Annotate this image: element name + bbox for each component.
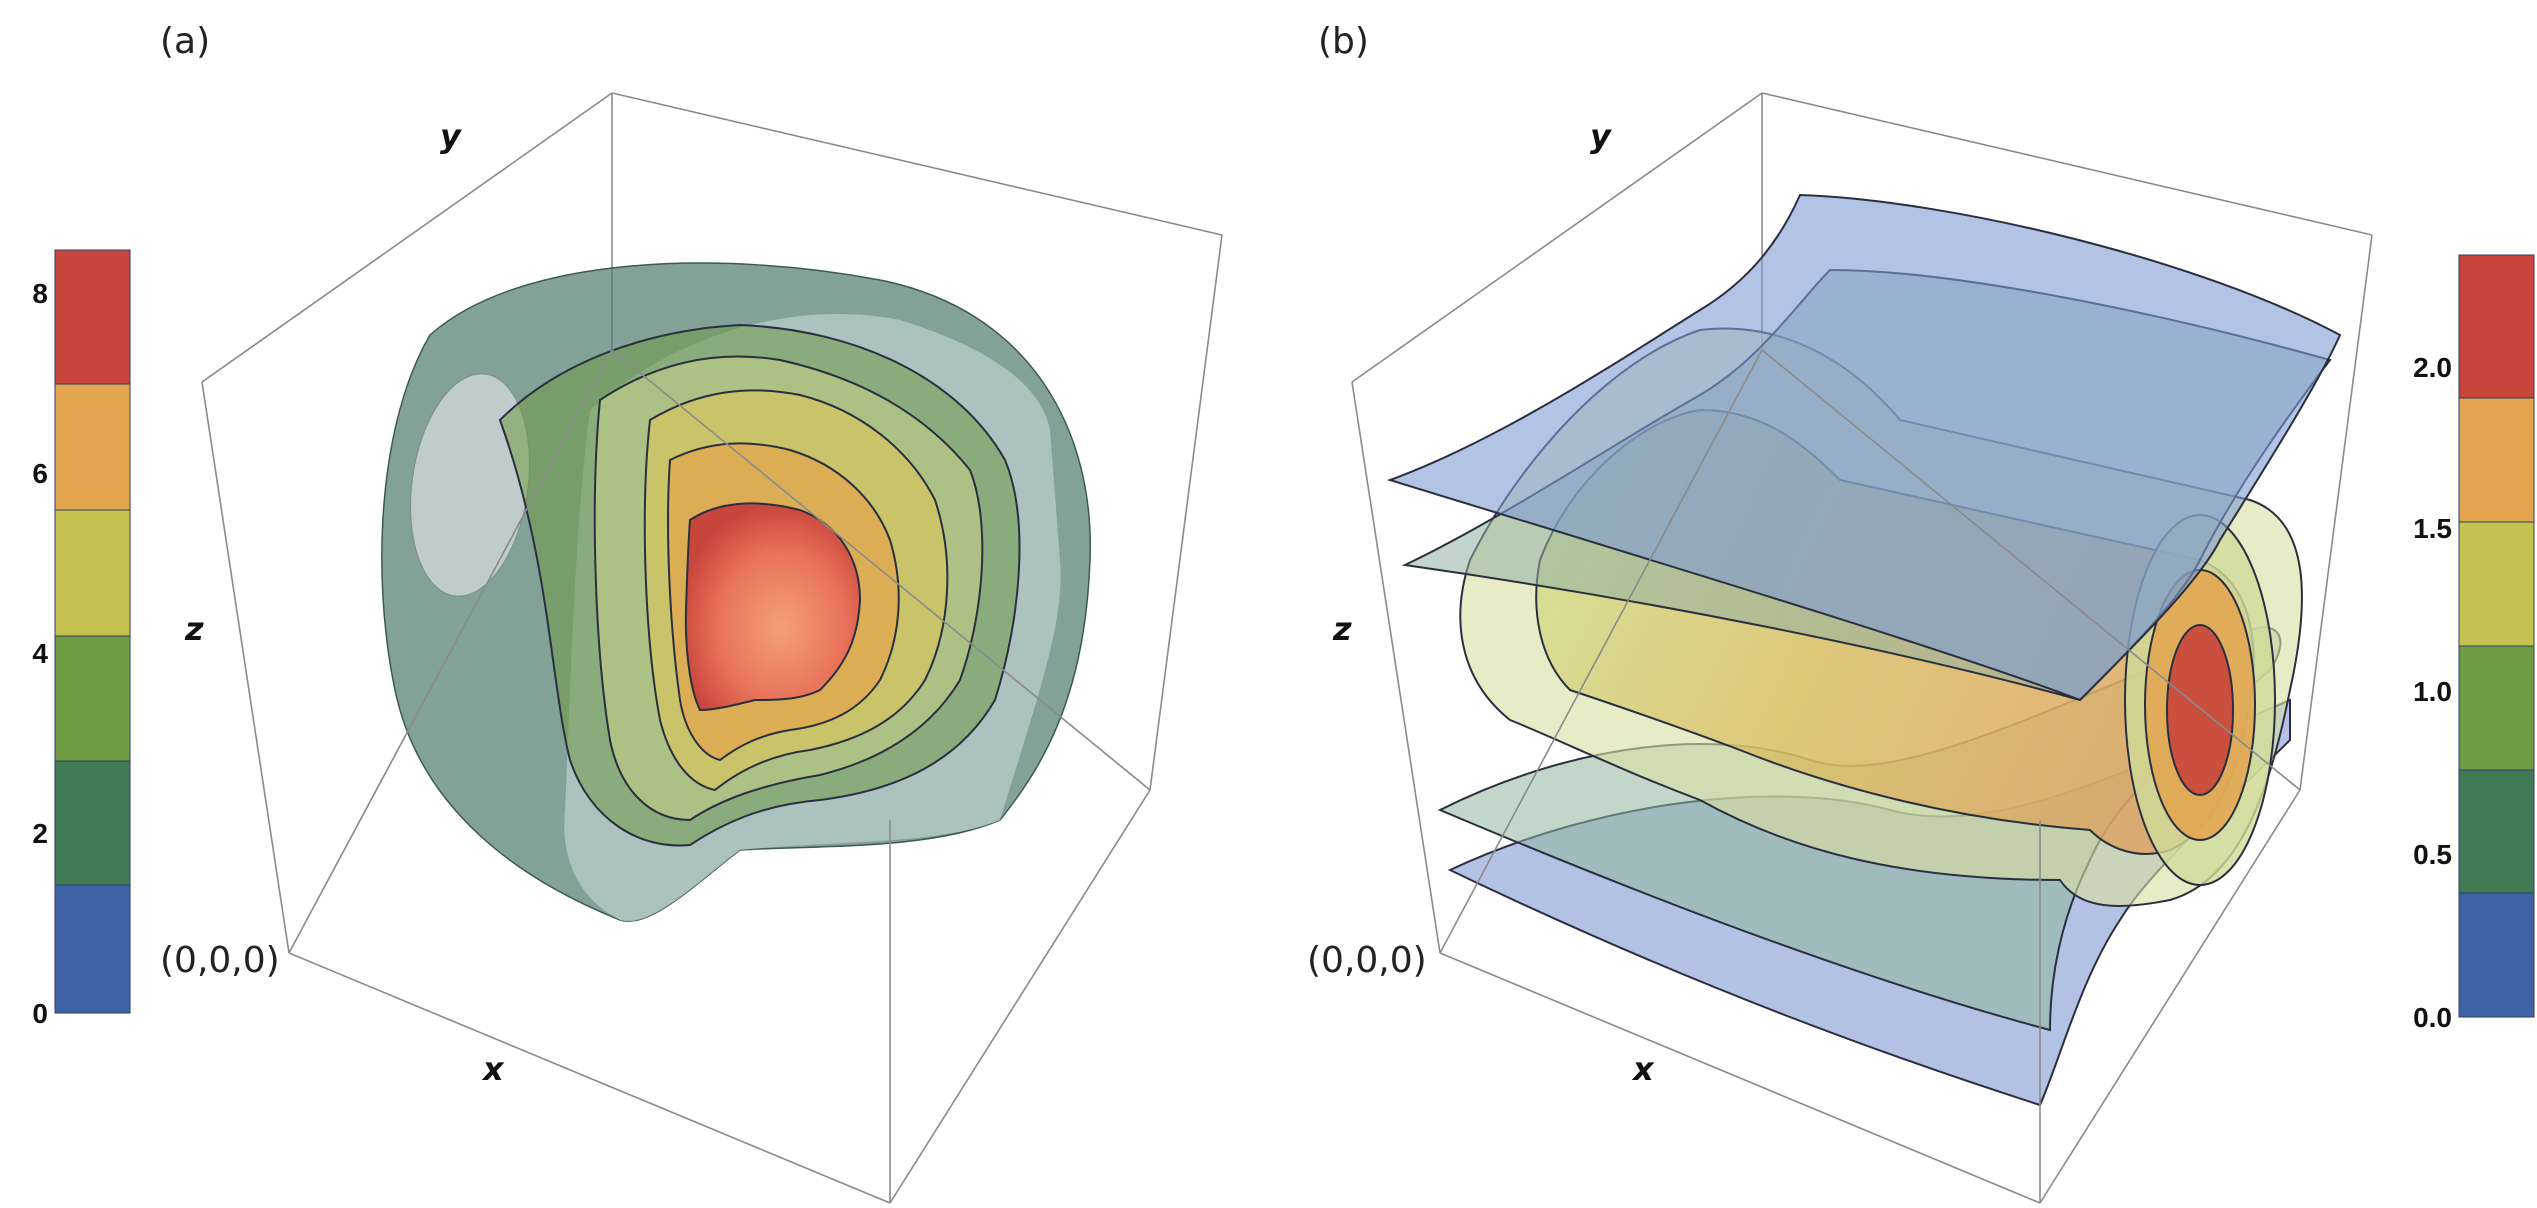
legend-b-band-4 xyxy=(2458,397,2535,523)
panel-a: (a) xyxy=(32,21,1223,1204)
panel-b-z-axis-label: z xyxy=(1332,610,1352,648)
panel-b-x-axis-label: x xyxy=(1631,1050,1655,1088)
legend-b-band-1 xyxy=(2458,769,2535,894)
panel-b-y-axis-label: y xyxy=(1590,117,1612,155)
legend-b-band-3 xyxy=(2458,521,2535,647)
legend-a-tick-2: 4 xyxy=(32,638,48,669)
legend-a-band-4 xyxy=(54,383,131,511)
panel-a-label: (a) xyxy=(160,21,210,62)
panel-b-color-legend: 0.0 0.5 1.0 1.5 2.0 xyxy=(2413,254,2535,1033)
legend-a-band-0 xyxy=(54,884,131,1014)
panel-b-isosurfaces xyxy=(1386,193,2342,1107)
legend-a-band-1 xyxy=(54,760,131,886)
panel-a-color-legend: 0 2 4 6 8 xyxy=(32,249,131,1029)
shell-level-5-core xyxy=(684,502,862,712)
legend-b-band-2 xyxy=(2458,645,2535,771)
panel-a-origin-label: (0,0,0) xyxy=(160,940,280,981)
legend-b-tick-2: 1.0 xyxy=(2413,676,2452,707)
legend-a-tick-1: 2 xyxy=(32,818,48,849)
legend-a-band-3 xyxy=(54,509,131,637)
legend-a-tick-4: 8 xyxy=(32,278,48,309)
panel-b-box-front xyxy=(1351,234,2373,1204)
legend-b-tick-3: 1.5 xyxy=(2413,513,2452,544)
tube-ring-inner xyxy=(2166,624,2234,796)
panel-b: (b) xyxy=(1307,21,2535,1204)
legend-b-tick-1: 0.5 xyxy=(2413,839,2452,870)
panel-b-origin-label: (0,0,0) xyxy=(1307,940,1427,981)
panel-b-label: (b) xyxy=(1318,21,1369,62)
panel-a-x-axis-label: x xyxy=(481,1050,505,1088)
legend-a-tick-3: 6 xyxy=(32,458,48,489)
legend-a-band-2 xyxy=(54,635,131,762)
legend-a-band-5 xyxy=(54,249,131,385)
panel-a-isosurfaces xyxy=(381,262,1091,923)
panel-a-box-front xyxy=(201,234,1223,1204)
legend-b-band-5 xyxy=(2458,254,2535,399)
legend-b-tick-0: 0.0 xyxy=(2413,1002,2452,1033)
sheet-top-blue xyxy=(1386,193,2342,702)
legend-a-tick-0: 0 xyxy=(32,998,48,1029)
panel-a-y-axis-label: y xyxy=(440,117,462,155)
legend-b-tick-4: 2.0 xyxy=(2413,352,2452,383)
legend-b-band-0 xyxy=(2458,892,2535,1018)
panel-a-z-axis-label: z xyxy=(184,610,204,648)
